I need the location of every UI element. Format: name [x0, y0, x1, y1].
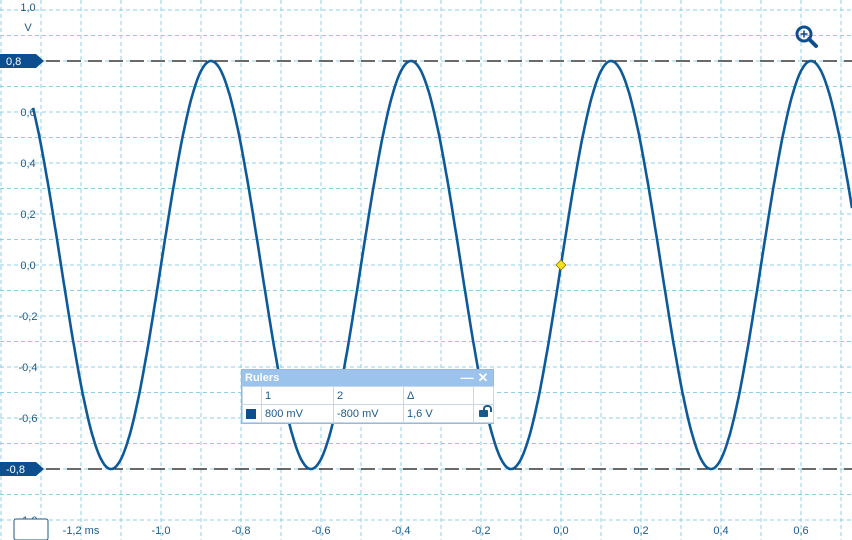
zoom-in-magnifier-icon[interactable] — [795, 25, 818, 48]
y-tick-label: -0,2 — [19, 311, 38, 323]
rulers-title: Rulers — [245, 372, 280, 384]
y-tick-label: 0,2 — [20, 209, 35, 221]
x-tick-label: -0,2 — [472, 525, 491, 537]
ruler1-value: 800 mV — [261, 404, 334, 423]
y-unit-label: V — [24, 22, 32, 34]
x-tick-label: 0,6 — [793, 525, 808, 537]
signal-trace — [31, 59, 852, 471]
header-lock-blank — [473, 386, 494, 405]
header-delta: Δ — [403, 386, 474, 405]
y-tick-label: 0,4 — [20, 158, 35, 170]
rulers-panel[interactable]: Rulers — ✕ 1 2 Δ 800 mV -800 mV 1,6 V — [241, 369, 494, 424]
x-tick-label: 0,4 — [713, 525, 728, 537]
x-tick-label: 0,0 — [553, 525, 568, 537]
ruler-tag-1[interactable] — [0, 54, 44, 68]
ruler-tag-2[interactable] — [0, 462, 44, 476]
minimize-button[interactable]: — — [460, 370, 474, 385]
ruler-delta-value: 1,6 V — [403, 404, 474, 423]
channel-color-swatch — [246, 408, 256, 419]
x-tick-label: -0,6 — [312, 525, 331, 537]
y-tick-label: -0,4 — [19, 362, 38, 374]
header-col1: 1 — [261, 386, 334, 405]
y-tick-label: -0,6 — [19, 413, 38, 425]
axis-control-box[interactable] — [13, 518, 49, 540]
rulers-value-row[interactable]: 800 mV -800 mV 1,6 V — [242, 404, 494, 423]
y-tick-label: 0,0 — [20, 260, 35, 272]
x-tick-label: -0,4 — [392, 525, 411, 537]
rulers-header-row: 1 2 Δ — [242, 386, 494, 405]
y-tick-label: 1,0 — [20, 2, 35, 14]
x-tick-label: -1,2 ms — [63, 525, 100, 537]
rulers-table: 1 2 Δ 800 mV -800 mV 1,6 V — [242, 386, 494, 423]
x-tick-label: -1,0 — [152, 525, 171, 537]
header-blank — [242, 386, 262, 405]
x-tick-label: 0,2 — [633, 525, 648, 537]
ruler-tag-label-2: -0,8 — [6, 464, 25, 476]
y-tick-label: 0,6 — [20, 107, 35, 119]
channel-swatch-cell — [242, 404, 262, 423]
unlock-icon[interactable] — [479, 405, 492, 418]
trigger-marker[interactable] — [555, 259, 567, 271]
rulers-titlebar[interactable]: Rulers — ✕ — [242, 370, 493, 386]
ruler2-value: -800 mV — [333, 404, 404, 423]
close-button[interactable]: ✕ — [477, 370, 489, 385]
x-tick-label: -0,8 — [232, 525, 251, 537]
ruler-tag-label-1: 0,8 — [6, 56, 21, 68]
header-col2: 2 — [333, 386, 404, 405]
lock-cell[interactable] — [473, 404, 494, 423]
